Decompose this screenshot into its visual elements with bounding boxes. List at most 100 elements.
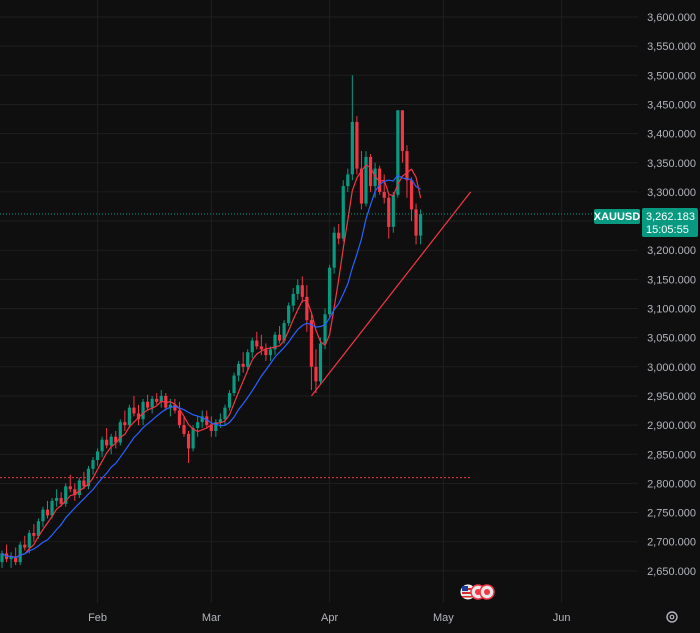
candle-body: [155, 398, 159, 402]
candle-body: [227, 393, 232, 408]
candle-body: [387, 197, 391, 227]
candle-body: [396, 110, 400, 195]
symbol-badge: XAUUSD: [594, 209, 641, 224]
candle-body: [414, 209, 418, 236]
candle-body: [282, 323, 286, 341]
candle-body: [223, 407, 227, 420]
candle: [378, 165, 382, 195]
x-tick-label: Feb: [88, 612, 107, 624]
candle-body: [73, 489, 77, 496]
y-tick-label: 2,950.000: [647, 391, 696, 403]
candle: [414, 203, 418, 245]
candle-body: [82, 480, 86, 487]
candle-body: [232, 375, 236, 394]
y-tick-label: 2,900.000: [647, 420, 696, 432]
candle-body: [287, 305, 291, 324]
candle: [77, 477, 81, 498]
candle-body: [405, 151, 409, 181]
y-tick-label: 3,000.000: [647, 362, 696, 374]
y-tick-label: 3,600.000: [647, 12, 696, 24]
candle: [264, 343, 268, 361]
candle-body: [296, 285, 300, 294]
candle-body: [200, 416, 204, 423]
y-tick-label: 2,700.000: [647, 537, 696, 549]
candle-body: [14, 556, 18, 563]
candle-body: [273, 334, 277, 350]
candle-body: [23, 544, 27, 548]
candle: [150, 395, 154, 414]
candle-body: [91, 460, 95, 469]
candle-body: [209, 425, 213, 431]
candle: [255, 331, 259, 350]
event-icon[interactable]: [479, 584, 495, 600]
candle: [9, 552, 13, 568]
y-tick-label: 2,650.000: [647, 566, 696, 578]
candle-body: [59, 497, 63, 504]
gear-icon[interactable]: [666, 611, 678, 623]
candle-body: [146, 401, 150, 408]
candle: [387, 194, 391, 239]
candle-body: [409, 180, 414, 210]
candle-body: [100, 439, 104, 452]
candle: [55, 489, 59, 507]
candle-body: [259, 346, 263, 350]
candle: [337, 223, 341, 245]
candle-body: [255, 340, 259, 347]
candle-body: [141, 401, 145, 420]
time-axis[interactable]: Feb Mar Apr May Jun: [88, 612, 570, 624]
candle-body: [382, 191, 386, 198]
candle: [209, 416, 213, 437]
candle: [50, 497, 54, 519]
candle-body: [314, 366, 318, 382]
candle-body: [214, 422, 218, 431]
candle-body: [268, 349, 273, 356]
candle: [200, 410, 204, 429]
candle: [350, 75, 354, 181]
candle: [100, 436, 104, 458]
candle: [300, 276, 304, 303]
candle: [182, 416, 186, 437]
candle-body: [378, 168, 382, 192]
candle: [91, 457, 95, 475]
candle-body: [305, 296, 309, 321]
candle: [232, 372, 236, 396]
candle-body: [86, 468, 91, 487]
candle: [223, 404, 227, 426]
event-flags[interactable]: [460, 584, 495, 600]
candle-body: [191, 428, 195, 449]
candle: [155, 393, 159, 405]
trendline[interactable]: [310, 191, 472, 397]
candle-body: [109, 436, 113, 446]
candle-body: [359, 168, 364, 204]
candle: [73, 483, 77, 501]
candle: [318, 337, 323, 385]
candle: [277, 325, 282, 344]
candle: [86, 465, 91, 490]
bar-countdown: 15:05:55: [646, 224, 689, 236]
candle-body: [45, 509, 50, 516]
candle: [109, 433, 113, 455]
y-tick-label: 2,750.000: [647, 508, 696, 520]
candle-body: [123, 422, 127, 426]
trendline-segment[interactable]: [310, 191, 472, 397]
candle: [114, 430, 118, 449]
candle-body: [419, 214, 423, 236]
price-axis[interactable]: 3,600.000 3,550.000 3,500.000 3,450.000 3,40…: [647, 12, 696, 578]
candle: [123, 410, 127, 431]
candle: [82, 471, 86, 490]
y-tick-label: 3,050.000: [647, 333, 696, 345]
candle-body: [264, 349, 268, 356]
candle-body: [32, 532, 36, 536]
candle: [177, 401, 182, 429]
candle: [127, 404, 131, 429]
y-tick-label: 3,550.000: [647, 41, 696, 53]
candle-body: [355, 121, 359, 169]
candle: [287, 302, 291, 326]
candles: [0, 75, 423, 568]
candle: [36, 518, 40, 539]
candle-body: [36, 521, 40, 536]
symbol-label: XAUUSD: [594, 211, 641, 223]
candle-body: [218, 419, 222, 423]
